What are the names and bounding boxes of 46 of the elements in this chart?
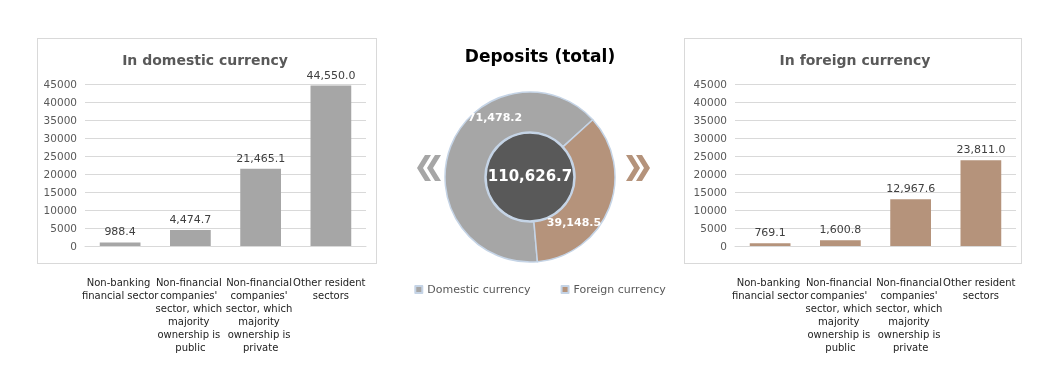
chart-title: In foreign currency: [779, 52, 931, 68]
bar: [820, 240, 861, 246]
data-label: 1,600.8: [819, 223, 862, 237]
bar: [99, 242, 141, 246]
y-tick-label: 25000: [693, 150, 727, 162]
y-tick-label: 0: [70, 240, 77, 252]
legend-label: Foreign currency: [573, 283, 667, 296]
y-tick-label: 5000: [50, 222, 77, 234]
data-label: 4,474.7: [169, 212, 212, 226]
text: 110,626.7: [486, 167, 574, 185]
y-tick-label: 15000: [693, 186, 727, 198]
chart-title: Deposits (total): [464, 45, 616, 66]
bar: [960, 160, 1002, 246]
legend-label: Domestic currency: [427, 283, 532, 296]
y-tick-label: 40000: [43, 96, 77, 108]
bar: [170, 229, 211, 246]
y-tick-label: 5000: [700, 222, 727, 234]
x-tick-label: Other resident sectors: [943, 277, 1019, 301]
x-tick-label: Other resident sectors: [293, 277, 369, 301]
y-tick-label: 15000: [43, 186, 77, 198]
y-tick-label: 40000: [693, 96, 727, 108]
data-label: 988.4: [104, 225, 136, 239]
data-label: 21,465.1: [236, 151, 286, 165]
y-tick-label: 45000: [693, 78, 727, 90]
y-tick-label: 20000: [43, 168, 77, 180]
y-tick-label: 30000: [43, 132, 77, 144]
data-label: 44,550.0: [306, 68, 356, 82]
data-label: 71,478.2: [467, 110, 523, 124]
chart-title: In domestic currency: [122, 52, 288, 68]
data-label: 769.1: [754, 226, 786, 240]
y-tick-label: 35000: [693, 114, 727, 126]
data-label: 12,967.6: [886, 182, 936, 196]
y-tick-label: 0: [720, 240, 727, 252]
data-label: 23,811.0: [956, 143, 1006, 157]
data-label: 39,148.5: [546, 215, 602, 229]
y-tick-label: 10000: [693, 204, 727, 216]
bar: [240, 168, 281, 246]
y-tick-label: 25000: [43, 150, 77, 162]
y-tick-label: 10000: [43, 204, 77, 216]
bar: [890, 199, 931, 246]
y-tick-label: 45000: [43, 78, 77, 90]
bar: [749, 243, 791, 246]
y-tick-label: 20000: [693, 168, 727, 180]
y-tick-label: 30000: [693, 132, 727, 144]
y-tick-label: 35000: [43, 114, 77, 126]
bar: [310, 85, 352, 246]
